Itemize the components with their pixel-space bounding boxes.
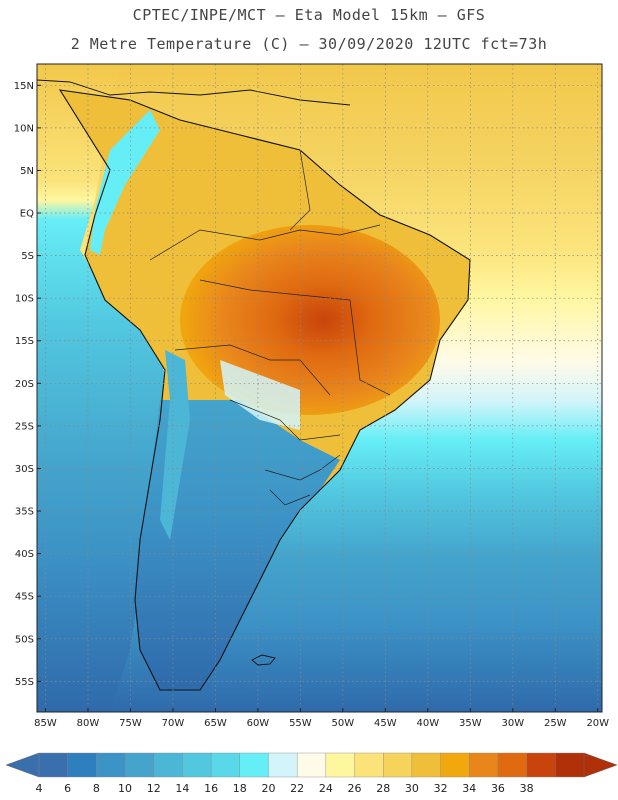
colorbar-swatch — [268, 752, 298, 778]
map-frame — [36, 63, 603, 713]
lat-tick-label: 40S — [15, 549, 34, 560]
colorbar-label: 30 — [405, 782, 419, 795]
lat-tick-label: EQ — [20, 209, 34, 220]
colorbar-label: 8 — [93, 782, 100, 795]
andes-north — [90, 110, 160, 255]
colorbar-swatch — [469, 752, 499, 778]
colorbar-label: 18 — [233, 782, 247, 795]
colorbar-swatch — [440, 752, 470, 778]
cool-band — [220, 360, 300, 430]
colorbar-label: 20 — [261, 782, 275, 795]
lat-tick-label: 15S — [15, 336, 34, 347]
lat-tick-label: 35S — [15, 507, 34, 518]
colorbar-right-arrow — [583, 752, 618, 778]
lat-tick-label: 25S — [15, 421, 34, 432]
hot-region — [180, 225, 440, 415]
lon-tick-label: 85W — [34, 718, 57, 729]
chart-subtitle: 2 Metre Temperature (C) – 30/09/2020 12U… — [70, 35, 548, 53]
colorbar-swatch — [96, 752, 126, 778]
colorbar-swatch — [153, 752, 183, 778]
lat-tick-label: 20S — [15, 379, 34, 390]
lon-tick-label: 35W — [459, 718, 482, 729]
longitude-axis: 85W 80W 75W 70W 65W 60W 55W 50W 45W 40W 35W 30W 25W 2… — [34, 708, 609, 729]
coastline — [58, 89, 471, 691]
lon-tick-label: 70W — [162, 718, 185, 729]
lon-tick-label: 75W — [119, 718, 142, 729]
colorbar-label: 28 — [376, 782, 390, 795]
colorbar-label: 4 — [36, 782, 43, 795]
colorbar-label: 32 — [434, 782, 448, 795]
land-cool — [135, 400, 340, 690]
colorbar-label: 12 — [147, 782, 161, 795]
pacific-field — [37, 64, 170, 712]
colorbar-label: 36 — [491, 782, 505, 795]
colorbar-label: 24 — [319, 782, 333, 795]
lat-tick-label: 15N — [14, 81, 34, 92]
colorbar-label: 16 — [204, 782, 218, 795]
colorbar-swatch — [38, 752, 69, 778]
colorbar-swatch — [124, 752, 155, 778]
lat-tick-label: 5N — [20, 166, 34, 177]
map-field — [37, 64, 602, 712]
lat-tick-label: 5S — [21, 251, 34, 262]
lon-tick-label: 80W — [77, 718, 100, 729]
lon-tick-label: 50W — [332, 718, 355, 729]
colorbar-swatch — [325, 752, 356, 778]
colorbar-swatch — [354, 752, 384, 778]
lon-tick-label: 25W — [544, 718, 567, 729]
lat-tick-label: 10S — [15, 294, 34, 305]
colorbar-swatch — [182, 752, 212, 778]
caribbean-coast — [37, 79, 351, 106]
gridlines — [37, 64, 602, 712]
lon-tick-label: 40W — [417, 718, 440, 729]
colorbar-swatch — [67, 752, 97, 778]
colorbar-label: 34 — [462, 782, 476, 795]
colorbar: 4 6 8 10 12 14 16 18 20 22 24 26 28 30 32 34 36 38 — [5, 752, 618, 795]
lon-tick-label: 60W — [247, 718, 270, 729]
lon-tick-label: 65W — [204, 718, 227, 729]
lat-tick-label: 55S — [15, 677, 34, 688]
country-borders — [149, 149, 391, 506]
lat-tick-label: 50S — [15, 634, 34, 645]
lat-tick-label: 30S — [15, 464, 34, 475]
lon-tick-label: 20W — [586, 718, 609, 729]
lat-tick-label: 45S — [15, 592, 34, 603]
lon-tick-label: 30W — [501, 718, 524, 729]
lon-tick-label: 55W — [289, 718, 312, 729]
colorbar-label: 26 — [348, 782, 362, 795]
lon-tick-label: 45W — [374, 718, 397, 729]
colorbar-swatch — [497, 752, 528, 778]
colorbar-swatch — [296, 752, 327, 778]
colorbar-swatch — [239, 752, 269, 778]
colorbar-label: 22 — [290, 782, 304, 795]
colorbar-swatch — [555, 752, 585, 778]
colorbar-label: 38 — [520, 782, 534, 795]
chart-title: CPTEC/INPE/MCT – Eta Model 15km – GFS — [132, 6, 486, 24]
andes-south — [160, 350, 190, 540]
falkland-islands — [251, 654, 276, 666]
colorbar-swatch — [383, 752, 413, 778]
colorbar-label: 14 — [175, 782, 189, 795]
latitude-axis: 15N 10N 5N EQ 5S 10S 15S 20S 25S 30S 35S 40S 45S 50S 5… — [14, 81, 41, 688]
lat-tick-label: 10N — [14, 123, 34, 134]
colorbar-swatch — [210, 752, 241, 778]
colorbar-swatch — [411, 752, 442, 778]
colorbar-left-arrow — [5, 752, 40, 778]
colorbar-swatch — [526, 752, 556, 778]
colorbar-label: 10 — [118, 782, 132, 795]
colorbar-label: 6 — [64, 782, 71, 795]
